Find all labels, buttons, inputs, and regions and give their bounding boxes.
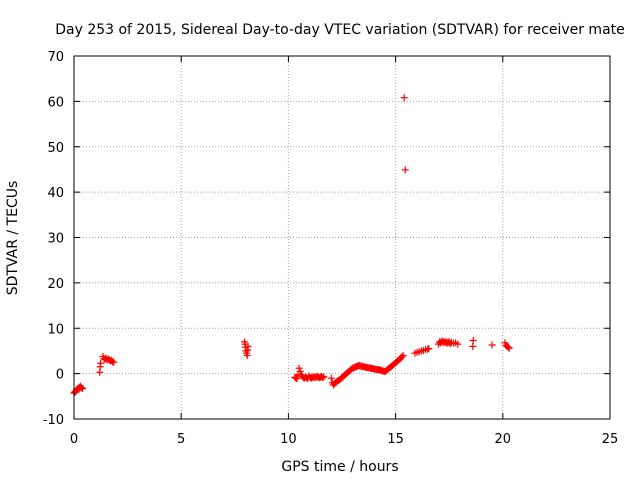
grid-lines — [74, 56, 610, 419]
x-tick-label: 25 — [602, 432, 619, 447]
data-point — [320, 373, 328, 381]
data-point — [401, 166, 409, 174]
data-point — [400, 94, 408, 102]
data-point — [399, 351, 407, 359]
x-tick-label: 20 — [495, 432, 512, 447]
y-tick-label: 40 — [47, 186, 64, 201]
y-tick-label: -10 — [43, 413, 64, 428]
y-tick-label: 50 — [47, 141, 64, 156]
chart-title: Day 253 of 2015, Sidereal Day-to-day VTE… — [55, 22, 625, 38]
data-point — [319, 374, 327, 382]
axes — [73, 55, 611, 420]
y-tick-label: 60 — [47, 95, 64, 110]
y-tick-label: 70 — [47, 50, 64, 65]
x-tick-label: 15 — [387, 432, 404, 447]
y-tick-label: 0 — [56, 368, 64, 383]
data-point — [488, 341, 496, 349]
data-point — [398, 353, 406, 361]
data-point — [504, 343, 512, 351]
data-point — [79, 385, 87, 393]
data-point — [78, 384, 86, 392]
data-point — [296, 367, 304, 375]
data-point — [293, 375, 301, 383]
y-tick-label: 20 — [47, 277, 64, 292]
plot-frame — [73, 55, 611, 420]
data-point — [244, 342, 252, 350]
data-point — [327, 374, 335, 382]
tick-labels: 0 5 10 15 20 25 -10 0 10 20 30 40 50 60 70 — [43, 50, 619, 447]
x-axis-label: GPS time / hours — [281, 459, 398, 475]
data-point — [97, 359, 105, 367]
y-tick-label: 30 — [47, 232, 64, 247]
x-tick-label: 0 — [70, 432, 78, 447]
x-tick-label: 10 — [280, 432, 297, 447]
data-point — [454, 340, 462, 348]
y-axis-label: SDTVAR / TECUs — [5, 181, 21, 296]
y-tick-label: 10 — [47, 322, 64, 337]
data-point — [505, 344, 513, 352]
data-point — [110, 358, 118, 366]
data-point — [469, 337, 477, 345]
data-point — [469, 342, 477, 350]
x-tick-label: 5 — [177, 432, 185, 447]
data-point — [295, 364, 303, 372]
data-points — [70, 94, 513, 397]
data-point — [425, 345, 433, 353]
